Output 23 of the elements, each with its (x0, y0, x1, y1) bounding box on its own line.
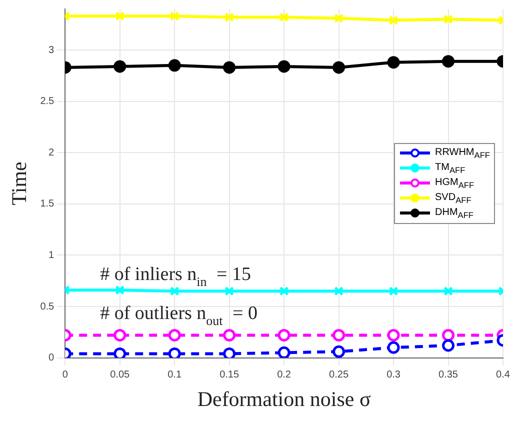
x-tick-label: 0.15 (220, 370, 240, 381)
x-tick-label: 0.35 (438, 370, 458, 381)
x-tick-label: 0.05 (110, 370, 130, 381)
y-tick-label: 0 (48, 352, 55, 364)
y-tick-label: 2 (48, 147, 55, 158)
y-tick-label: 1.5 (40, 198, 55, 210)
legend-label: SVD$_{AFF}$ (435, 192, 472, 205)
y-tick-label: 1 (48, 250, 55, 261)
y-axis-title: Time (7, 162, 32, 206)
legend-label: TM$_{AFF}$ (435, 162, 466, 175)
x-tick-label: 0.3 (386, 370, 401, 381)
x-tick-label: 0 (62, 370, 68, 381)
x-tick-label: 0.4 (496, 370, 510, 381)
legend-label: DHM$_{AFF}$ (435, 206, 474, 220)
legend-label: RRWHM$_{AFF}$ (435, 146, 490, 160)
x-tick-label: 0.1 (168, 370, 182, 381)
y-tick-label: 3 (48, 44, 55, 56)
y-tick-label: 2.5 (40, 96, 55, 108)
x-tick-label: 0.2 (277, 370, 292, 381)
x-axis-title: Deformation noise σ (197, 386, 371, 411)
y-tick-label: 0.5 (40, 301, 55, 312)
legend-label: HGM$_{AFF}$ (435, 176, 474, 190)
x-tick-label: 0.25 (329, 370, 349, 381)
